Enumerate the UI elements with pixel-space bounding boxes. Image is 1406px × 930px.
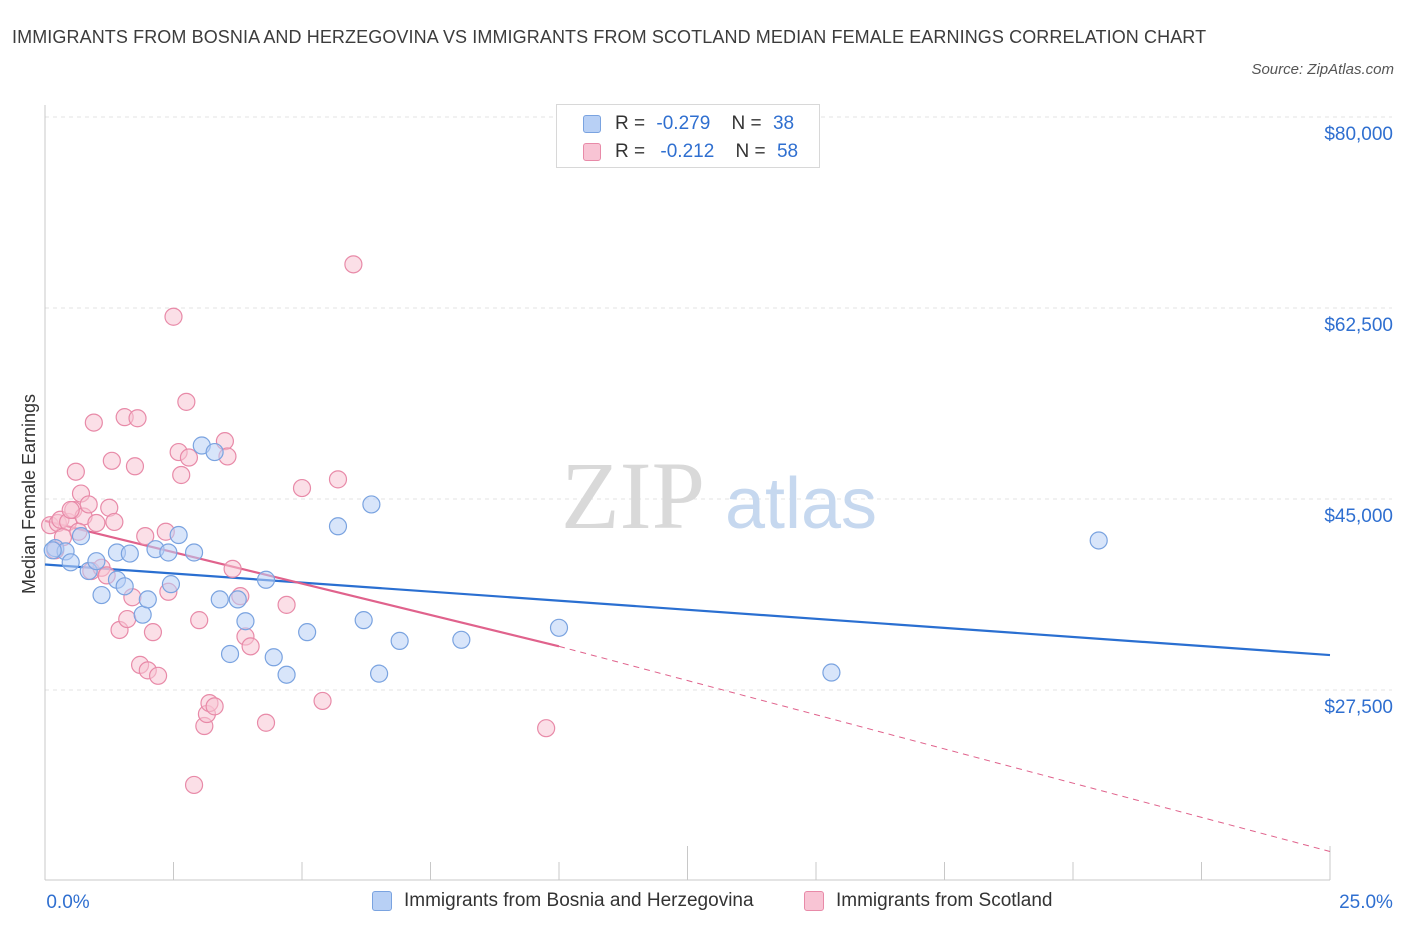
scotland-point (179, 448, 199, 467)
scotland-point (143, 623, 163, 642)
legend-swatch-scotland (583, 143, 601, 161)
bosnia-point (228, 590, 247, 609)
scotland-point (61, 500, 80, 520)
scotland-point (205, 697, 224, 716)
bosnia-point (298, 623, 317, 642)
y-tick-label: $80,000 (1324, 124, 1393, 145)
scotland-point (537, 719, 556, 738)
axes (44, 105, 1331, 881)
watermark-zip: ZIP (561, 442, 705, 549)
bosnia-point (61, 553, 80, 572)
bosnia-point (328, 517, 348, 536)
legend-r-value: -0.212 (660, 141, 715, 162)
scotland-point (128, 409, 147, 428)
bosnia-point (138, 590, 157, 609)
legend-n-value: 58 (776, 141, 799, 162)
series-swatch-bosnia (372, 891, 392, 911)
bosnia-point (159, 543, 178, 562)
scotland-point (313, 691, 332, 711)
y-tick-label: $62,500 (1324, 315, 1393, 336)
bosnia-point (354, 611, 373, 630)
scotland-point (172, 465, 191, 485)
bosnia-point (236, 612, 255, 631)
scotland-point (66, 462, 85, 481)
legend-r-value: -0.279 (656, 113, 711, 134)
bosnia-point (822, 663, 841, 682)
scotland-point (277, 595, 296, 614)
scotland-point (87, 513, 106, 533)
correlation-legend: R = -0.279 N = 38 R = -0.212 N = 58 (556, 104, 820, 168)
scotland-point (164, 307, 183, 326)
scotland-point (79, 495, 98, 514)
bosnia-point (133, 605, 152, 624)
bosnia-point (256, 570, 276, 589)
legend-r-label: R = (615, 141, 646, 162)
bosnia-point (184, 543, 204, 562)
series-label-bosnia: Immigrants from Bosnia and Herzegovina (404, 890, 754, 911)
legend-swatch-bosnia (583, 115, 601, 133)
bosnia-point (1089, 531, 1108, 550)
scotland-point (118, 609, 137, 629)
scotland-trend-line-dashed (558, 645, 1331, 853)
bosnia-point (210, 590, 229, 609)
scotland-point (102, 451, 121, 470)
scotland-points (41, 255, 556, 795)
scotland-point (125, 457, 145, 476)
scotland-point (190, 611, 209, 630)
legend-n-value: 38 (772, 113, 795, 134)
legend-r-label: R = (615, 113, 646, 134)
bosnia-point (220, 644, 240, 664)
bosnia-point (92, 585, 111, 605)
y-tick-label: $27,500 (1324, 697, 1393, 718)
grid-lines (45, 116, 1392, 691)
scotland-point (84, 413, 103, 432)
bosnia-point (370, 664, 389, 683)
bosnia-point (43, 541, 62, 560)
x-tick-label-right: 25.0% (1339, 892, 1393, 913)
scotland-point (223, 559, 242, 578)
x-tick-label-left: 0.0% (46, 892, 89, 913)
bosnia-point (120, 544, 139, 563)
bosnia-trend-line (44, 563, 1331, 657)
scotland-point (328, 470, 348, 489)
scotland-point (136, 527, 155, 546)
bosnia-point (362, 495, 381, 514)
bosnia-point (390, 631, 409, 650)
bosnia-point (277, 665, 296, 684)
watermark: ZIP atlas (561, 442, 877, 549)
scotland-point (256, 713, 276, 732)
bosnia-point (71, 527, 91, 546)
scotland-point (292, 478, 312, 498)
legend-n-label: N = (735, 141, 766, 162)
watermark-atlas: atlas (725, 464, 877, 544)
bosnia-point (169, 525, 188, 545)
y-tick-label: $45,000 (1324, 506, 1393, 527)
series-swatch-scotland (804, 891, 824, 911)
scotland-point (241, 637, 260, 656)
axis-labels: $80,000 $62,500 $45,000 $27,500 0.0% 25.0% Med… (19, 124, 1393, 913)
scotland-point (105, 512, 124, 532)
source-label: Source: ZipAtlas.com (1251, 61, 1394, 78)
bosnia-point (452, 630, 471, 649)
scotland-point (148, 666, 168, 685)
scotland-point (177, 392, 196, 411)
bosnia-point (87, 552, 106, 571)
scotland-point (184, 775, 204, 795)
bosnia-point (264, 648, 283, 667)
bosnia-point (549, 618, 569, 637)
bosnia-point (115, 577, 134, 596)
chart-title: IMMIGRANTS FROM BOSNIA AND HERZEGOVINA V… (12, 27, 1207, 47)
scotland-trend-line (44, 519, 560, 648)
bosnia-points (43, 436, 1108, 684)
series-label-scotland: Immigrants from Scotland (836, 890, 1053, 911)
legend-n-label: N = (731, 113, 762, 134)
bosnia-point (205, 442, 224, 462)
y-axis-title: Median Female Earnings (19, 394, 39, 594)
bosnia-point (161, 575, 181, 594)
scotland-point (344, 255, 363, 274)
